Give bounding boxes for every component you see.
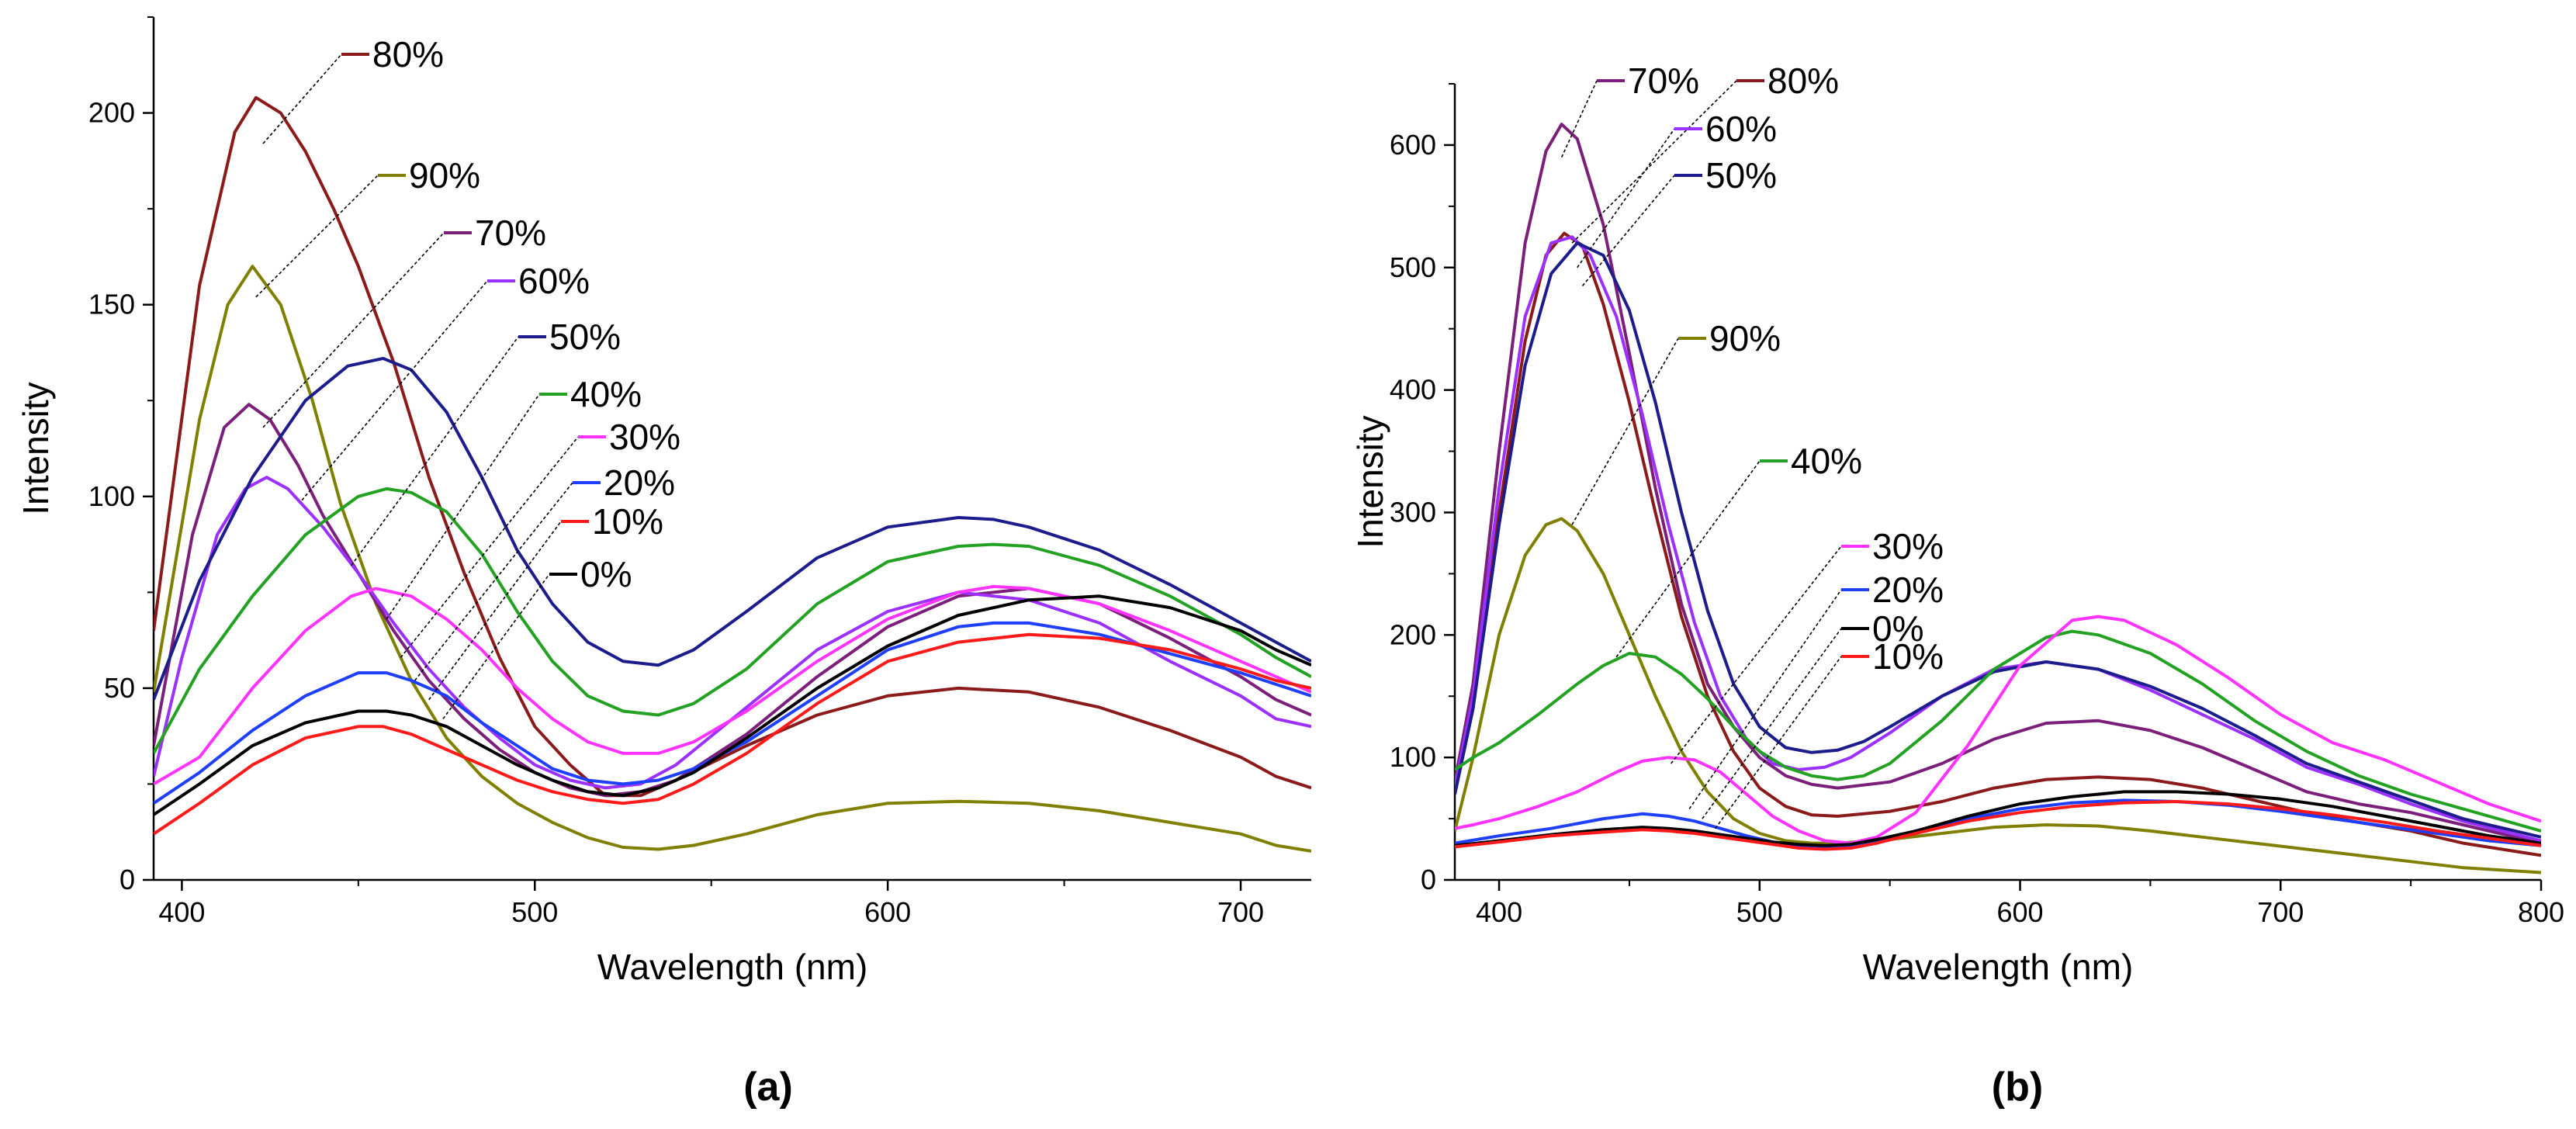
x-tick-label: 400 — [158, 896, 205, 928]
leader-line — [414, 482, 573, 681]
series-label-80pct: 80% — [372, 34, 444, 74]
chart-panel-a: 400 500 600 700 0 50 100 150 200 Wavelength (nm) I… — [16, 16, 1311, 1110]
series-line-20pct — [154, 621, 1311, 805]
chart-panel-b: 400 500 600 700 800 0 100 200 300 400 500 600 Wavele… — [1350, 61, 2564, 1110]
panel-label: (b) — [1992, 1065, 2043, 1110]
leader-line — [400, 436, 579, 658]
leader-line — [262, 54, 342, 144]
series-label-10pct: 10% — [592, 501, 663, 542]
series-label-70pct: 70% — [1628, 61, 1699, 101]
x-tick-label: 500 — [1736, 896, 1783, 928]
leader-line — [255, 175, 379, 298]
series-line-70pct — [154, 403, 1311, 798]
series-line-70pct — [1455, 123, 2541, 845]
leader-line — [1715, 656, 1842, 829]
panel-label: (a) — [743, 1065, 793, 1110]
series-line-50pct — [154, 356, 1311, 701]
y-tick-label: 0 — [1421, 864, 1436, 895]
x-axis-title: Wavelength (nm) — [1863, 947, 2134, 987]
x-tick-label: 400 — [1476, 896, 1522, 928]
series-line-0pct — [154, 594, 1311, 816]
x-tick-label: 500 — [511, 896, 558, 928]
series-group — [154, 95, 1311, 853]
x-tick-label: 600 — [864, 896, 911, 928]
series-label-0pct: 0% — [580, 554, 632, 594]
series-line-30pct — [1455, 615, 2541, 845]
y-tick-label: 100 — [1390, 741, 1436, 773]
series-line-80pct — [154, 95, 1311, 798]
leader-line — [428, 521, 562, 701]
x-tick-label: 600 — [1996, 896, 2043, 928]
series-label-90pct: 90% — [1709, 318, 1781, 358]
series-label-40pct: 40% — [570, 374, 642, 414]
leader-line — [301, 280, 488, 501]
leader-line — [442, 573, 550, 719]
y-axis-title: Intensity — [16, 382, 56, 514]
series-line-90pct — [154, 265, 1311, 853]
y-tick-label: 600 — [1390, 129, 1436, 161]
series-label-50pct: 50% — [1705, 155, 1777, 196]
leader-line — [1581, 175, 1675, 286]
leader-line — [386, 393, 540, 620]
leader-line — [1688, 589, 1842, 809]
series-label-40pct: 40% — [1791, 441, 1862, 481]
y-tick-label: 50 — [104, 672, 135, 704]
leader-line — [1671, 545, 1842, 764]
leader-line — [1577, 128, 1675, 268]
series-label-20pct: 20% — [604, 462, 675, 503]
x-axis-title: Wavelength (nm) — [597, 947, 868, 987]
series-line-40pct — [1455, 629, 2541, 833]
series-line-40pct — [154, 487, 1311, 754]
series-line-90pct — [1455, 517, 2541, 874]
y-tick-label: 150 — [88, 289, 135, 320]
series-line-10pct — [1455, 800, 2541, 851]
y-tick-label: 400 — [1390, 374, 1436, 406]
leader-line — [1571, 80, 1737, 244]
series-label-60pct: 60% — [1705, 109, 1777, 149]
x-tick-label: 700 — [2257, 896, 2304, 928]
series-line-10pct — [154, 632, 1311, 836]
series-label-30pct: 30% — [609, 417, 680, 457]
leader-line — [262, 232, 445, 428]
y-axis-title: Intensity — [1350, 415, 1390, 548]
series-label-60pct: 60% — [518, 261, 590, 301]
y-tick-label: 100 — [88, 480, 135, 512]
series-line-50pct — [1455, 241, 2541, 839]
series-label-0pct: 0% — [1872, 608, 1923, 649]
leader-line — [1702, 628, 1842, 819]
series-label-80pct: 80% — [1768, 61, 1839, 101]
leader-line — [351, 336, 519, 566]
series-label-70pct: 70% — [475, 213, 546, 253]
series-line-60pct — [1455, 235, 2541, 843]
y-tick-label: 200 — [1390, 618, 1436, 650]
series-group — [1455, 123, 2541, 874]
leader-line — [1615, 460, 1761, 658]
y-tick-label: 0 — [119, 864, 135, 895]
x-tick-label: 700 — [1217, 896, 1264, 928]
x-tick-label: 800 — [2518, 896, 2564, 928]
series-label-10pct: 10% — [1872, 636, 1944, 677]
series-label-20pct: 20% — [1872, 570, 1944, 610]
series-label-30pct: 30% — [1872, 526, 1944, 566]
y-tick-label: 500 — [1390, 251, 1436, 283]
y-tick-label: 300 — [1390, 496, 1436, 528]
series-line-30pct — [154, 584, 1311, 786]
y-tick-label: 200 — [88, 97, 135, 129]
series-line-0pct — [1455, 790, 2541, 847]
series-line-80pct — [1455, 231, 2541, 857]
series-label-90pct: 90% — [409, 155, 480, 196]
series-label-50pct: 50% — [549, 317, 621, 357]
series-line-60pct — [154, 476, 1311, 790]
